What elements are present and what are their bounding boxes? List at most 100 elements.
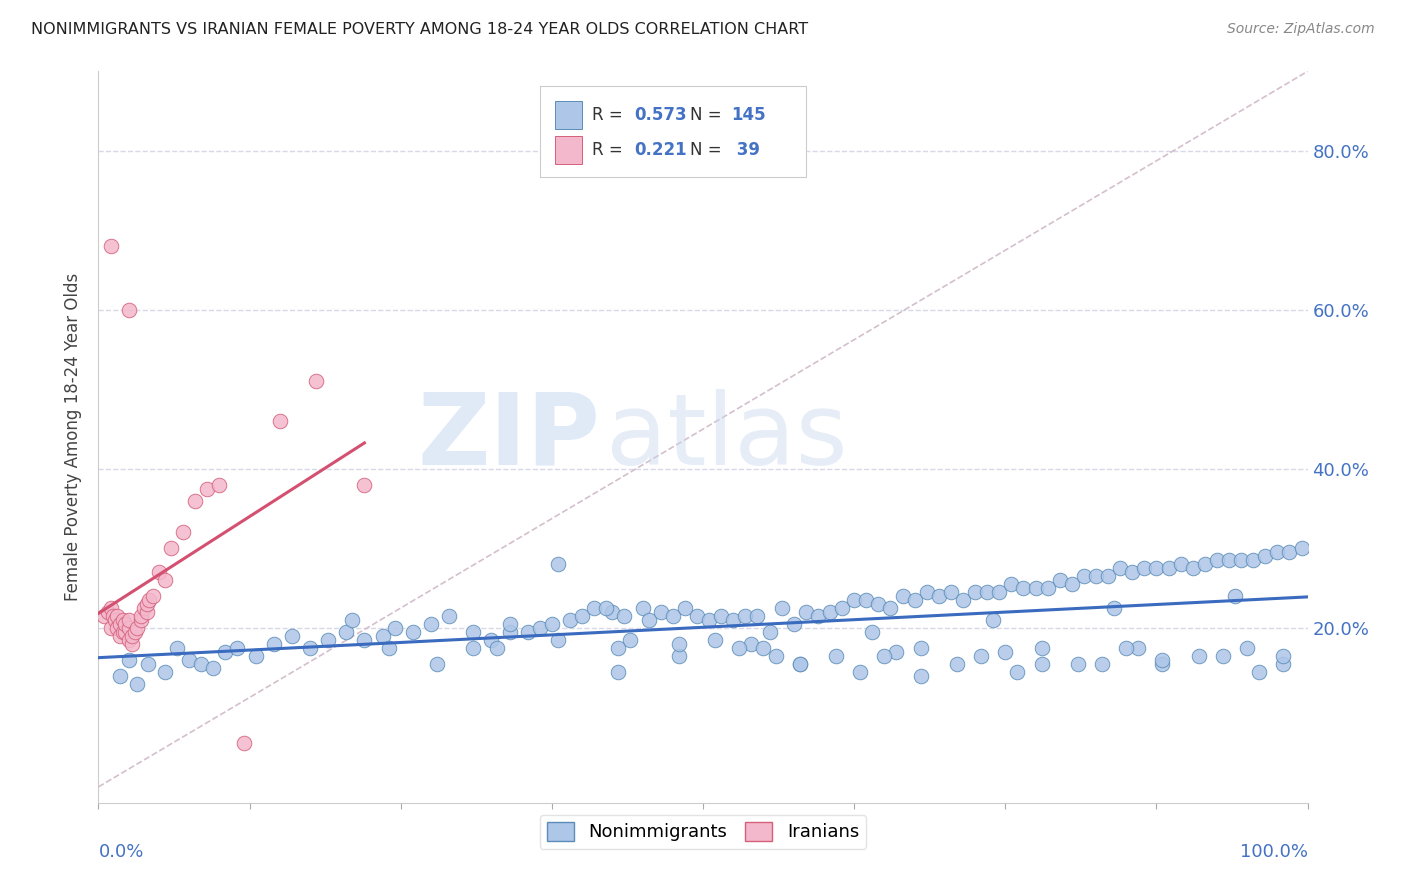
Point <box>172 525 194 540</box>
Point <box>1109 561 1132 575</box>
Point <box>981 613 1004 627</box>
Point <box>97 605 120 619</box>
Point <box>1000 577 1022 591</box>
Point <box>988 585 1011 599</box>
FancyBboxPatch shape <box>540 86 806 178</box>
Text: ZIP: ZIP <box>418 389 600 485</box>
Text: 0.573: 0.573 <box>634 106 686 124</box>
Point <box>108 668 131 682</box>
Point <box>734 609 756 624</box>
Point <box>316 632 339 647</box>
Point <box>547 558 569 572</box>
Point <box>868 597 890 611</box>
Text: 0.0%: 0.0% <box>98 843 143 861</box>
Text: atlas: atlas <box>606 389 848 485</box>
Y-axis label: Female Poverty Among 18-24 Year Olds: Female Poverty Among 18-24 Year Olds <box>65 273 83 601</box>
Point <box>607 665 630 679</box>
Point <box>101 609 124 624</box>
Point <box>1152 657 1174 671</box>
Point <box>136 657 159 671</box>
Point <box>728 640 751 655</box>
Point <box>1236 640 1258 655</box>
Point <box>613 609 636 624</box>
Point <box>148 566 170 580</box>
Text: N =: N = <box>690 106 727 124</box>
Point <box>1060 577 1083 591</box>
Point <box>108 629 131 643</box>
Point <box>111 613 134 627</box>
Point <box>844 593 866 607</box>
Point <box>661 609 683 624</box>
Point <box>1206 553 1229 567</box>
Point <box>1241 553 1264 567</box>
Point <box>104 613 127 627</box>
Point <box>118 302 141 317</box>
Point <box>498 616 520 631</box>
Point <box>886 645 908 659</box>
Point <box>704 632 727 647</box>
Bar <box>555 102 582 129</box>
Text: 100.0%: 100.0% <box>1240 843 1308 861</box>
Text: N =: N = <box>690 141 727 159</box>
Point <box>1278 545 1301 559</box>
Point <box>697 613 720 627</box>
Point <box>1067 657 1090 671</box>
Point <box>825 648 848 663</box>
Bar <box>555 136 582 163</box>
Point <box>420 616 443 631</box>
Point <box>1031 657 1053 671</box>
Point <box>994 645 1017 659</box>
Point <box>970 648 993 663</box>
Point <box>100 239 122 253</box>
Point <box>118 632 141 647</box>
Point <box>135 605 157 619</box>
Point <box>1012 581 1035 595</box>
Point <box>353 477 375 491</box>
Point <box>547 632 569 647</box>
Point <box>740 637 762 651</box>
Point <box>498 624 520 639</box>
Point <box>583 601 606 615</box>
Point <box>1181 561 1204 575</box>
Point <box>129 613 152 627</box>
Point <box>1223 589 1246 603</box>
Point <box>111 624 134 639</box>
Point <box>437 609 460 624</box>
Point <box>245 648 267 663</box>
Point <box>1272 657 1295 671</box>
Point <box>789 657 811 671</box>
Point <box>208 477 231 491</box>
Point <box>463 624 485 639</box>
Point <box>269 414 291 428</box>
Point <box>371 629 394 643</box>
Point <box>426 657 449 671</box>
Point <box>928 589 950 603</box>
Point <box>650 605 672 619</box>
Point <box>127 621 149 635</box>
Point <box>789 657 811 671</box>
Point <box>1133 561 1156 575</box>
Point <box>100 621 122 635</box>
Point <box>1272 648 1295 663</box>
Point <box>910 668 932 682</box>
Point <box>124 624 146 639</box>
Point <box>1007 665 1029 679</box>
Point <box>939 585 962 599</box>
Point <box>558 613 581 627</box>
Point <box>377 640 399 655</box>
Point <box>100 601 122 615</box>
Point <box>668 637 690 651</box>
Point <box>1212 648 1234 663</box>
Point <box>849 665 872 679</box>
Point <box>127 676 149 690</box>
Point <box>1085 569 1108 583</box>
Point <box>1097 569 1119 583</box>
Point <box>602 605 624 619</box>
Point <box>114 616 136 631</box>
Point <box>710 609 733 624</box>
Text: 145: 145 <box>731 106 765 124</box>
Point <box>118 621 141 635</box>
Point <box>831 601 853 615</box>
Point <box>486 640 509 655</box>
Point <box>118 613 141 627</box>
